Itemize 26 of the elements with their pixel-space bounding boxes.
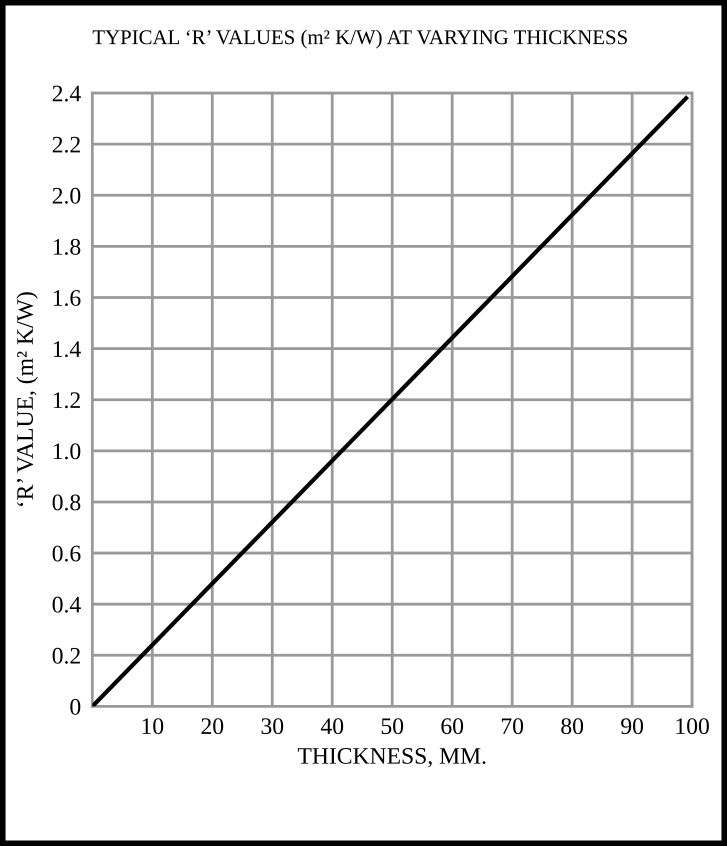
y-tick-label: 0 [70,698,80,715]
x-tick-label: 50 [382,718,404,734]
x-tick-label: 40 [320,718,344,734]
x-tick-label: 30 [262,718,284,734]
y-tick-label: 2.4 [52,86,81,102]
y-tick-label: 2.2 [52,136,80,153]
y-tick-label: 2.0 [52,188,80,204]
chart-title: TYPICAL ‘R’ VALUES (m² K/W) AT VARYING THICKNESS [92,30,627,49]
y-tick-label: 1.8 [54,238,80,255]
y-tick-label: 1.4 [54,341,81,358]
x-tick-label: 100 [676,718,709,734]
x-tick-label: 10 [142,718,164,734]
x-tick-label: 80 [561,718,584,734]
x-axis-title: THICKNESS, MM. [298,748,486,768]
y-tick-label: 1.0 [54,443,80,460]
y-tick-label: 0.2 [52,648,80,664]
y-axis-title: ‘R’ VALUE, (m² K/W) [16,292,38,506]
y-tick-label: 1.6 [54,290,81,306]
x-tick-label: 70 [502,718,524,734]
x-tick-label: 90 [621,718,644,734]
y-tick-label: 1.2 [54,392,80,408]
y-tick-label: 0.4 [52,596,81,613]
x-tick-label: 60 [441,718,464,734]
y-tick-label: 0.6 [52,546,81,562]
x-tick-label: 20 [202,718,224,734]
y-tick-label: 0.8 [52,494,80,510]
